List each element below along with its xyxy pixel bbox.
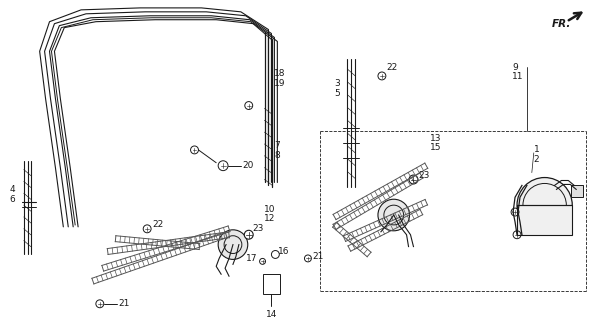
Text: 21: 21 (119, 299, 130, 308)
Circle shape (517, 178, 572, 233)
Text: 20: 20 (243, 161, 254, 170)
Text: 23: 23 (419, 171, 430, 180)
Bar (263, 274, 280, 294)
Text: 4: 4 (9, 185, 15, 194)
Text: 1: 1 (534, 145, 540, 155)
Text: 16: 16 (278, 247, 290, 256)
Text: 21: 21 (313, 252, 324, 261)
Circle shape (218, 230, 248, 260)
Text: 13: 13 (430, 133, 442, 143)
Text: 14: 14 (266, 310, 277, 319)
Text: 19: 19 (275, 79, 286, 88)
Text: 3: 3 (335, 79, 341, 88)
Text: 8: 8 (275, 151, 280, 160)
Text: 10: 10 (264, 204, 275, 213)
Text: 11: 11 (512, 72, 523, 81)
Text: 5: 5 (335, 89, 341, 98)
Text: 6: 6 (9, 195, 15, 204)
Circle shape (409, 175, 418, 184)
Bar (571, 185, 583, 197)
Bar (517, 205, 572, 235)
Circle shape (244, 230, 253, 239)
Text: 22: 22 (387, 63, 398, 72)
Text: 2: 2 (534, 155, 540, 164)
Text: 15: 15 (430, 143, 442, 152)
Text: 23: 23 (253, 224, 264, 233)
Text: 9: 9 (512, 63, 518, 72)
Text: FR.: FR. (552, 19, 571, 29)
Text: 12: 12 (264, 214, 275, 223)
Circle shape (378, 199, 410, 231)
Text: 18: 18 (275, 69, 286, 78)
Text: 17: 17 (246, 254, 258, 263)
Text: 7: 7 (275, 141, 280, 150)
Text: 22: 22 (152, 220, 163, 229)
